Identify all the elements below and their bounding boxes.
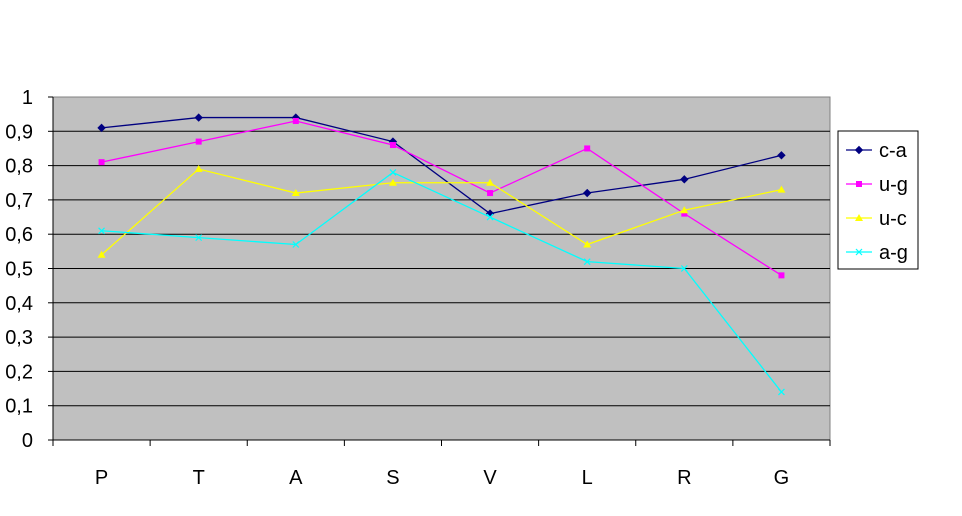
data-point: [681, 210, 688, 217]
marker-stroke: [292, 241, 300, 248]
y-tick-label: 0,5: [5, 259, 33, 281]
data-point: [777, 185, 786, 193]
legend-item: u-g: [846, 174, 908, 196]
legend-item: u-c: [846, 208, 907, 230]
data-point: [195, 138, 202, 145]
data-point: [292, 241, 300, 248]
series-line: [101, 116, 782, 215]
marker-stroke: [680, 265, 688, 272]
x-tick-label: S: [386, 467, 399, 489]
legend-marker: [854, 145, 864, 155]
data-point: [292, 118, 299, 125]
data-point: [291, 189, 300, 197]
y-tick-label: 0,4: [5, 293, 33, 315]
y-tick-label: 0,8: [5, 156, 33, 178]
marker-stroke: [486, 213, 494, 221]
series-line: [101, 120, 782, 276]
legend-marker: [856, 181, 862, 187]
marker-stroke: [389, 169, 397, 176]
y-tick-label: 0,2: [5, 361, 33, 383]
data-point: [778, 388, 785, 396]
legend-marker: [855, 248, 863, 256]
series-line: [101, 168, 782, 256]
legend-item: a-g: [846, 242, 908, 264]
legend: c-a u-g u-c a-g: [837, 130, 919, 270]
data-point: [680, 206, 689, 214]
data-point: [680, 175, 689, 184]
series: [97, 113, 786, 396]
data-point: [194, 113, 203, 122]
data-point: [487, 190, 494, 197]
legend-label: u-g: [879, 174, 908, 196]
data-point: [583, 258, 591, 266]
x-tick-label: A: [289, 467, 303, 489]
data-point: [97, 250, 106, 258]
x-tick-label: T: [193, 467, 205, 489]
axes: 0 0,1 0,2 0,3 0,4 0,5 0,6 0,7 0,8 0,9 1 P T A S V L R G: [5, 87, 831, 489]
legend-label: c-a: [879, 140, 908, 162]
marker-stroke: [98, 227, 105, 235]
series-u-g: [98, 118, 785, 279]
data-point: [97, 123, 106, 133]
data-point: [195, 234, 203, 242]
data-point: [680, 265, 688, 272]
data-point: [777, 151, 786, 160]
x-tick-label: R: [677, 467, 691, 489]
data-point: [486, 178, 495, 186]
series-a-g: [98, 169, 785, 396]
data-point: [98, 227, 105, 235]
y-tick-label: 0,1: [5, 396, 33, 418]
data-point: [388, 178, 397, 186]
marker-stroke: [583, 258, 591, 266]
marker-stroke: [195, 234, 203, 242]
data-point: [583, 240, 592, 248]
y-tick-label: 0,7: [5, 190, 33, 212]
data-point: [584, 145, 591, 152]
y-tick-label: 0,9: [5, 121, 33, 143]
marker-stroke: [855, 248, 863, 256]
data-point: [486, 213, 494, 221]
y-tick-label: 0,3: [5, 327, 33, 349]
x-tick-label: V: [483, 467, 497, 489]
gridlines: [53, 130, 830, 407]
legend-box: [837, 130, 919, 270]
data-point: [582, 188, 592, 198]
marker-stroke: [778, 388, 785, 396]
legend-label: u-c: [879, 208, 907, 230]
data-point: [98, 159, 105, 166]
series-u-c: [97, 165, 786, 258]
series-line: [101, 171, 782, 393]
legend-label: a-g: [879, 242, 908, 264]
data-point: [194, 165, 203, 173]
x-tick-label: G: [774, 467, 790, 489]
y-tick-label: 0,6: [5, 224, 33, 246]
legend-marker: [855, 214, 863, 221]
data-point: [389, 169, 397, 176]
data-point: [778, 272, 785, 279]
y-tick-label: 1: [22, 87, 33, 109]
data-point: [389, 142, 396, 149]
legend-item: c-a: [846, 140, 908, 162]
y-tick-label: 0: [22, 430, 33, 452]
x-tick-label: L: [582, 467, 593, 489]
x-tick-label: P: [95, 467, 108, 489]
